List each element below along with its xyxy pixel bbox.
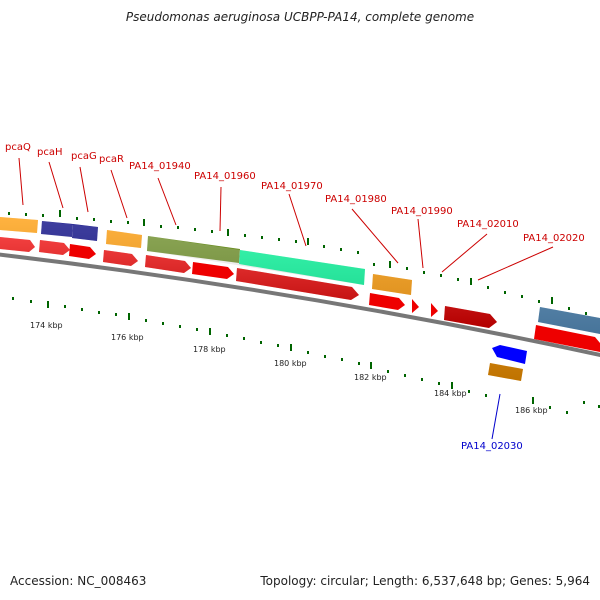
gene-arrow[interactable] (192, 262, 234, 279)
gene-arrow[interactable] (534, 325, 600, 352)
gene-label-pa14-01960[interactable]: PA14_01960 (194, 171, 256, 182)
scale-label: 186 kbp (515, 406, 548, 415)
gene-arrow[interactable] (431, 303, 438, 317)
scale-label: 174 kbp (30, 321, 63, 330)
map-title: Pseudomonas aeruginosa UCBPP-PA14, compl… (125, 10, 475, 24)
scale-label: 182 kbp (354, 373, 387, 382)
feature-track (0, 217, 600, 381)
gene-label-pcaQ[interactable]: pcaQ (5, 142, 31, 153)
gene-label-pcaG[interactable]: pcaG (71, 151, 97, 162)
gene-label-pa14-02010[interactable]: PA14_02010 (457, 219, 519, 230)
genome-backbone (0, 252, 600, 357)
accession-label: Accession: NC_008463 (10, 574, 147, 588)
gene-label-pa14-01970[interactable]: PA14_01970 (261, 181, 323, 192)
feature-shading (0, 217, 600, 381)
gene-arrow-track (0, 237, 600, 352)
gene-label-pa14-01990[interactable]: PA14_01990 (391, 206, 453, 217)
gene-label-pcaH[interactable]: pcaH (37, 147, 63, 158)
gene-arrow[interactable] (369, 293, 405, 310)
gene-label-pa14-01940[interactable]: PA14_01940 (129, 161, 191, 172)
inner-tick-row (12, 297, 600, 414)
gene-label-pa14-02020[interactable]: PA14_02020 (523, 233, 585, 244)
scale-label: 176 kbp (111, 333, 144, 342)
outer-tick-row (8, 210, 587, 315)
gene-label-pcaR[interactable]: pcaR (99, 154, 124, 165)
gene-label-pa14-02030[interactable]: PA14_02030 (461, 441, 523, 452)
scale-label: 178 kbp (193, 345, 226, 354)
gene-arrow[interactable] (69, 244, 96, 259)
topology-label: Topology: circular; Length: 6,537,648 bp… (260, 574, 590, 588)
gene-labels: pcaQ pcaH pcaG pcaR PA14_01940 PA14_0196… (5, 142, 585, 452)
gene-label-pa14-01980[interactable]: PA14_01980 (325, 194, 387, 205)
scale-label: 184 kbp (434, 389, 467, 398)
gene-arrow[interactable] (412, 299, 419, 313)
label-leaders (18, 157, 554, 440)
scale-label: 180 kbp (274, 359, 307, 368)
feature-pa14-02030-arrow[interactable] (492, 345, 527, 364)
gene-arrow-shading (0, 237, 497, 328)
